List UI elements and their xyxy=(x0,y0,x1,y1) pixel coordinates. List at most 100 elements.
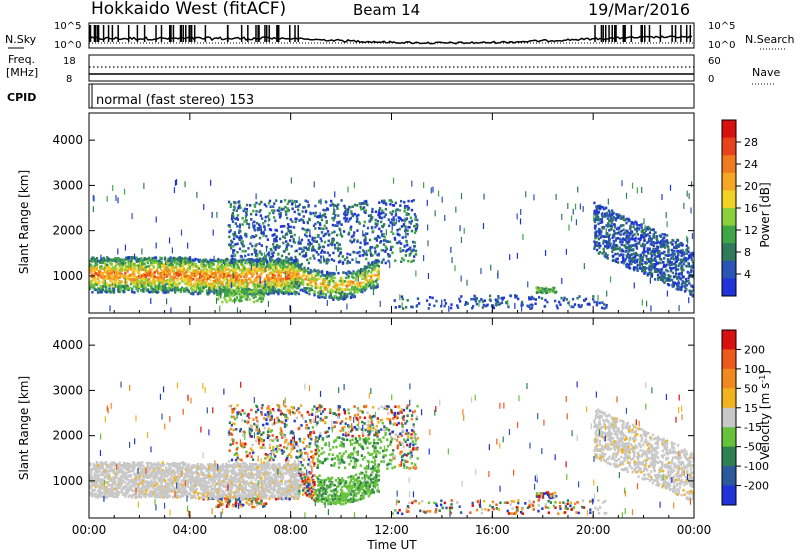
power-cell xyxy=(178,265,181,269)
power-cell xyxy=(141,260,144,264)
power-cell xyxy=(677,284,680,288)
power-cell xyxy=(370,279,373,282)
power-cell xyxy=(634,239,637,243)
power-cell xyxy=(641,251,645,255)
power-cell xyxy=(320,218,324,222)
power-cell xyxy=(663,257,666,260)
power-cell xyxy=(273,209,276,212)
power-cell xyxy=(260,259,263,263)
power-cell xyxy=(593,245,596,249)
power-cell xyxy=(663,263,666,267)
power-cell xyxy=(670,257,673,260)
power-cell xyxy=(300,282,304,285)
power-cell xyxy=(286,209,289,213)
power-cell xyxy=(605,224,608,227)
power-cell xyxy=(640,244,643,248)
power-cell xyxy=(232,208,235,212)
power-cell xyxy=(399,250,402,253)
power-cell xyxy=(377,272,380,276)
power-cell xyxy=(172,278,176,282)
power-cell xyxy=(213,289,217,293)
power-cell xyxy=(383,223,386,226)
power-cell xyxy=(264,215,267,219)
power-cell xyxy=(660,243,663,247)
power-cell xyxy=(399,247,402,250)
power-cell xyxy=(541,291,544,295)
power-cell xyxy=(240,241,243,244)
power-cell xyxy=(119,288,122,292)
power-cell xyxy=(643,250,646,254)
power-cell xyxy=(265,204,268,208)
power-cell xyxy=(689,270,693,274)
power-cell xyxy=(300,218,303,221)
power-cell xyxy=(302,283,305,286)
power-cell xyxy=(113,278,117,282)
power-cell xyxy=(206,270,210,273)
power-cell xyxy=(217,267,220,271)
power-cell xyxy=(333,230,336,234)
power-cell xyxy=(256,278,260,282)
power-cell xyxy=(371,210,374,214)
power-cell xyxy=(625,265,628,269)
power-cell xyxy=(288,269,291,273)
power-cell xyxy=(609,244,612,248)
power-cell xyxy=(323,274,326,277)
power-cell xyxy=(217,297,220,300)
power-cell xyxy=(342,212,346,216)
power-cell xyxy=(231,262,235,266)
power-cell xyxy=(289,290,293,294)
power-cell xyxy=(281,277,285,281)
power-cell xyxy=(326,300,328,307)
power-cell xyxy=(352,280,355,284)
power-cell xyxy=(605,306,608,309)
power-cell xyxy=(371,274,374,277)
power-cell xyxy=(687,262,691,265)
power-cell xyxy=(295,286,299,290)
power-cell xyxy=(345,217,348,220)
power-cell xyxy=(377,213,380,217)
power-cell xyxy=(681,281,684,288)
power-cell xyxy=(317,259,321,262)
power-cell xyxy=(662,273,666,277)
power-cell xyxy=(136,280,139,283)
power-cell xyxy=(641,244,644,248)
power-cell xyxy=(622,237,625,241)
power-cell xyxy=(371,254,374,257)
power-cell xyxy=(383,199,386,203)
power-cell xyxy=(267,281,270,285)
power-cell xyxy=(349,205,352,209)
power-cell xyxy=(270,248,273,252)
power-cell xyxy=(394,213,398,217)
power-cell xyxy=(355,220,359,223)
power-cell xyxy=(212,279,215,283)
power-cell xyxy=(348,261,352,264)
power-cell xyxy=(95,283,99,286)
power-cell xyxy=(366,265,369,269)
power-cell xyxy=(575,219,578,226)
power-cell xyxy=(155,269,159,273)
power-cell xyxy=(135,283,138,287)
power-cell xyxy=(152,265,155,268)
power-cell xyxy=(218,286,221,289)
power-cell xyxy=(625,249,628,253)
power-cell xyxy=(238,223,242,227)
power-cell xyxy=(308,292,311,296)
power-cell xyxy=(662,237,665,240)
power-cell xyxy=(677,244,680,248)
power-cell xyxy=(150,261,153,265)
power-cell xyxy=(208,290,211,294)
power-cell xyxy=(399,204,402,207)
power-cell xyxy=(323,286,326,290)
power-cell xyxy=(217,271,220,275)
power-cell xyxy=(159,288,162,291)
power-cell xyxy=(397,241,400,245)
power-cell xyxy=(349,271,353,275)
power-cell xyxy=(261,232,264,235)
power-cell xyxy=(688,193,690,200)
power-cell xyxy=(286,216,289,220)
power-cell xyxy=(356,270,359,274)
power-cell xyxy=(492,306,496,310)
power-cell xyxy=(439,304,443,308)
power-cell xyxy=(634,255,637,258)
power-cell xyxy=(225,275,228,279)
